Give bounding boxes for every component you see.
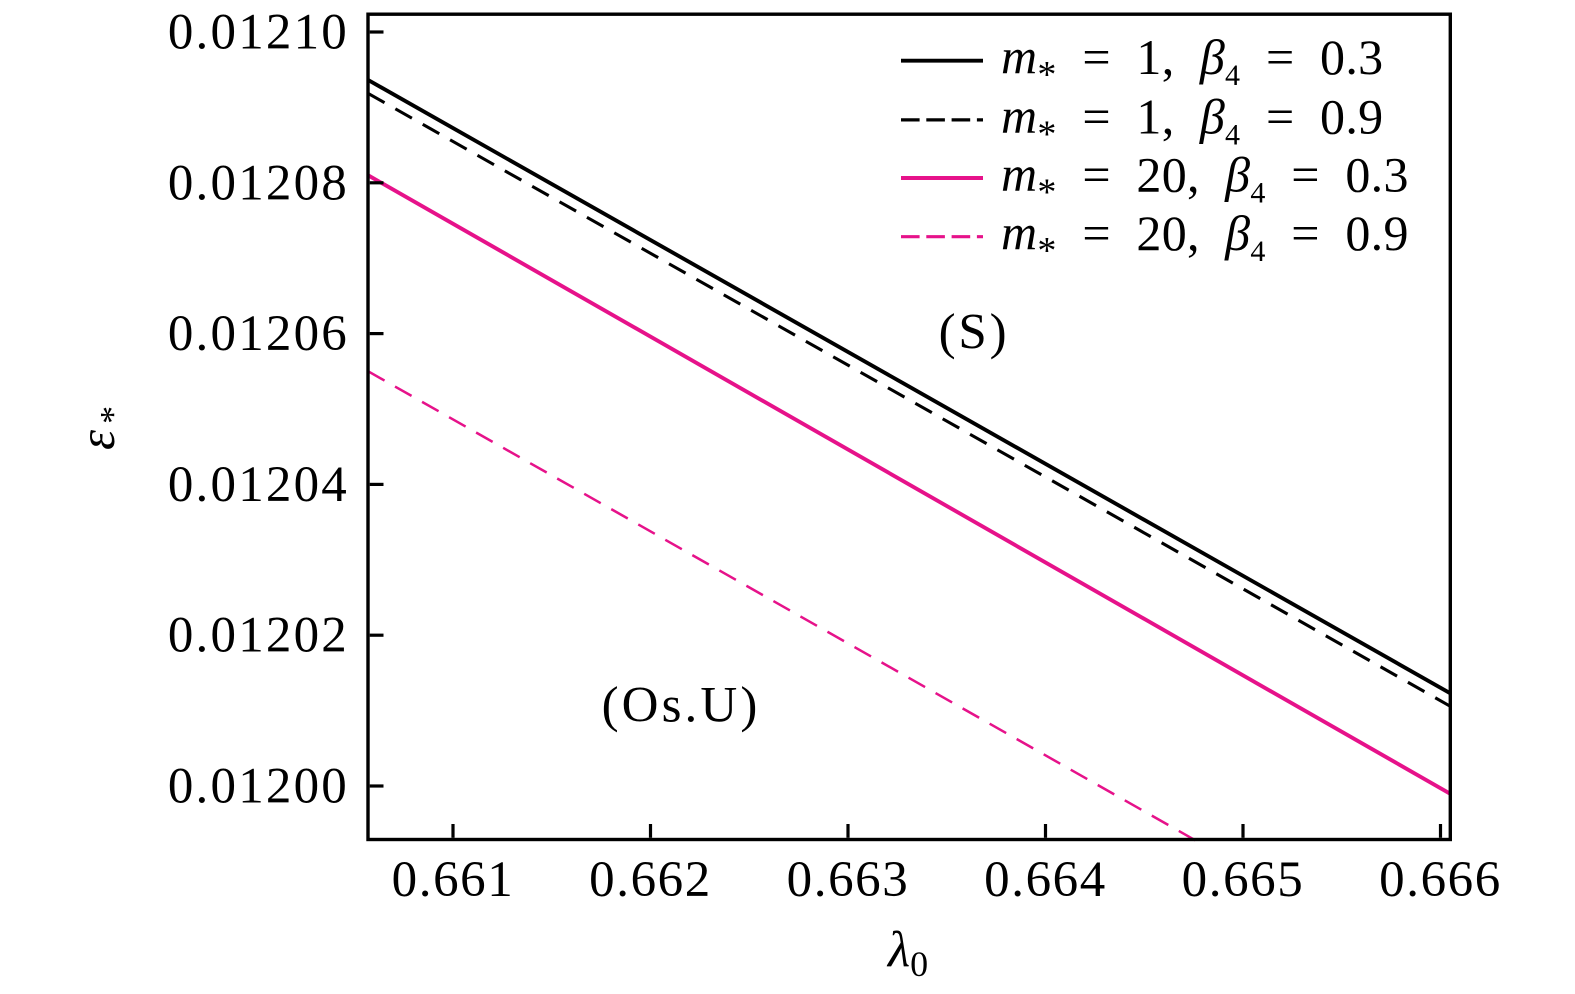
- svg-text:0.01204: 0.01204: [168, 457, 349, 513]
- svg-text:0.01202: 0.01202: [168, 608, 349, 664]
- svg-text:0.01206: 0.01206: [168, 306, 349, 362]
- svg-text:m* = 1, β4 = 0.3: m* = 1, β4 = 0.3: [1001, 28, 1383, 96]
- svg-text:(Os.U): (Os.U): [602, 678, 761, 734]
- svg-text:ε*: ε*: [70, 406, 133, 450]
- svg-text:0.663: 0.663: [787, 852, 910, 908]
- svg-text:m* = 1, β4 = 0.9: m* = 1, β4 = 0.9: [1001, 87, 1383, 155]
- svg-text:0.01200: 0.01200: [168, 759, 349, 815]
- svg-text:0.662: 0.662: [589, 852, 712, 908]
- svg-text:0.661: 0.661: [392, 852, 515, 908]
- svg-text:(S): (S): [939, 305, 1010, 361]
- svg-text:0.665: 0.665: [1182, 852, 1305, 908]
- svg-text:0.666: 0.666: [1379, 852, 1502, 908]
- svg-text:m* = 20, β4 = 0.3: m* = 20, β4 = 0.3: [1001, 146, 1409, 214]
- svg-text:0.664: 0.664: [984, 852, 1107, 908]
- svg-text:0.01208: 0.01208: [168, 155, 349, 211]
- svg-text:λ0: λ0: [886, 922, 928, 984]
- svg-text:m* = 20, β4 = 0.9: m* = 20, β4 = 0.9: [1001, 204, 1409, 272]
- svg-text:0.01210: 0.01210: [168, 5, 349, 61]
